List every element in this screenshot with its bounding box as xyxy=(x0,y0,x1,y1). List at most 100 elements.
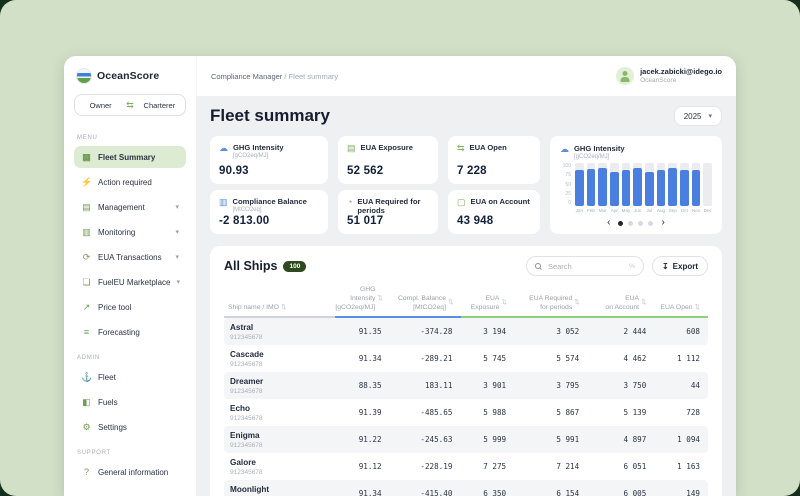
carousel-dot[interactable] xyxy=(618,220,624,226)
page-head: Fleet summary 2025 ▾ xyxy=(210,106,722,126)
column-label-line1: Compl. Balance xyxy=(398,294,446,302)
nav-list: ? General information ▾ xyxy=(74,461,186,483)
eua-open-value: 1 112 xyxy=(677,354,700,364)
carousel-dot[interactable] xyxy=(638,220,644,226)
breadcrumb-current: Fleet summary xyxy=(288,71,339,81)
sidebar-item[interactable]: ⚙ Settings ▾ xyxy=(74,416,186,438)
table-row[interactable]: Moonlight 912345678 91.34 -415.40 6 350 … xyxy=(224,480,708,496)
sort-icon[interactable]: ⇅ xyxy=(574,299,580,307)
column-header[interactable]: Compl. Balance [MtCO2eq] ⇅ xyxy=(390,293,462,319)
compliance-balance-value: -374.28 xyxy=(420,327,453,337)
table-row[interactable]: Cascade 912345678 91.34 -289.21 5 745 5 … xyxy=(224,345,708,372)
column-header[interactable]: GHG Intensity [gCO2eq/MJ] ⇅ xyxy=(335,284,391,319)
search-input[interactable] xyxy=(545,260,625,272)
eua-required-value: 3 052 xyxy=(556,327,580,337)
sidebar-item-label: Forecasting xyxy=(98,327,140,337)
nav-list: ▦ Fleet Summary ▾ ⚡ Action required ▾ ▤ xyxy=(74,146,186,343)
toggle-owner[interactable]: Owner xyxy=(89,100,112,110)
sort-icon[interactable]: ⇅ xyxy=(447,299,454,307)
sidebar-item[interactable]: ▤ Management ▾ xyxy=(74,196,186,218)
table-row[interactable]: Galore 912345678 91.12 -228.19 7 275 7 2… xyxy=(224,453,708,480)
cloud-icon: ☁ xyxy=(219,143,228,153)
sidebar-item[interactable]: ▥ Monitoring ▾ xyxy=(74,221,186,243)
kpi-card: ◔ EUA Required for periods 51 017 xyxy=(337,190,438,234)
cloud-icon: ☁ xyxy=(559,144,569,154)
column-label-line2: [gCO2eq/MJ] xyxy=(335,303,376,311)
sort-icon[interactable]: ⇅ xyxy=(501,299,507,307)
monitoring-icon: ▥ xyxy=(82,226,91,237)
sidebar-item-label: EUA Transactions xyxy=(98,252,162,262)
user-org: OceanScore xyxy=(640,76,677,84)
ghg-intensity-value: 91.35 xyxy=(358,327,382,337)
sort-icon[interactable]: ⇅ xyxy=(281,303,287,311)
kpi-card: ▤ EUA Exposure 52 562 xyxy=(337,136,438,184)
action-required-icon: ⚡ xyxy=(81,176,93,187)
table-row[interactable]: Echo 912345678 91.39 -485.65 5 988 5 867… xyxy=(224,399,708,426)
toggle-charterer[interactable]: Charterer xyxy=(143,100,176,110)
owner-charterer-toggle[interactable]: Owner ⇆ Charterer xyxy=(74,94,186,116)
ship-cell: Galore 912345678 xyxy=(224,458,336,477)
ships-title: All Ships xyxy=(224,259,278,273)
column-header[interactable]: EUA Open ⇅ xyxy=(654,302,709,319)
user-menu[interactable]: jacek.zabicki@idego.io OceanScore xyxy=(616,67,722,85)
chart-unit: [gCO2eq/MJ] xyxy=(573,154,610,161)
next-arrow-icon[interactable]: › xyxy=(661,217,665,228)
eua-exposure-value: 5 988 xyxy=(483,408,507,418)
year-select[interactable]: 2025 ▾ xyxy=(673,106,722,126)
carousel-dot[interactable] xyxy=(628,220,634,226)
ship-name: Echo xyxy=(230,403,251,413)
sidebar-item[interactable]: ↗ Price tool ▾ xyxy=(74,296,186,318)
ship-cell: Echo 912345678 xyxy=(224,404,336,423)
table-row[interactable]: Enigma 912345678 91.22 -245.63 5 999 5 9… xyxy=(224,426,708,454)
table-row[interactable]: Dreamer 912345678 88.35 183.11 3 901 3 7… xyxy=(224,372,708,400)
kpi-card: ▥ Compliance Balance [MtCO2eq] -2 813.00 xyxy=(210,190,328,234)
bar-track xyxy=(610,163,619,206)
year-value: 2025 xyxy=(683,111,702,121)
eua-required-value: 3 795 xyxy=(556,381,580,391)
column-label-line2: [MtCO2eq] xyxy=(413,303,446,311)
column-header[interactable]: EUA on Account ⇅ xyxy=(587,293,655,319)
column-header[interactable]: EUA Exposure ⇅ xyxy=(461,293,516,319)
sidebar-item[interactable]: ⚓ Fleet ▾ xyxy=(74,366,186,388)
export-button[interactable]: ↧ Export xyxy=(651,256,708,276)
sidebar-item[interactable]: ? General information ▾ xyxy=(74,461,186,483)
month-label: Oct xyxy=(680,208,688,213)
compliance-balance-value: -485.65 xyxy=(420,408,453,418)
table-header: Ship name / IMO ⇅ GHG Intensity [g xyxy=(224,284,709,319)
sidebar-item[interactable]: ⚡ Action required ▾ xyxy=(74,171,186,193)
carousel-dot[interactable] xyxy=(648,220,654,226)
sidebar-item[interactable]: ▦ Fleet Summary ▾ xyxy=(74,146,186,168)
bar-fill xyxy=(633,168,643,206)
management-icon: ▤ xyxy=(82,201,91,212)
sidebar-item[interactable]: ◧ Fuels ▾ xyxy=(74,391,186,413)
app-window: OceanScore Owner ⇆ Charterer MENU ▦ Flee… xyxy=(64,56,736,496)
nav-section-label: MENU xyxy=(77,135,98,141)
nav-group-menu: MENU ▦ Fleet Summary ▾ ⚡ Action required xyxy=(74,126,186,346)
bar: Jul xyxy=(645,163,654,215)
kpi-label: EUA Exposure xyxy=(360,143,413,152)
table-row[interactable]: Astral 912345678 91.35 -374.28 3 194 3 0… xyxy=(224,318,708,346)
sort-icon[interactable]: ⇅ xyxy=(694,303,700,311)
column-label-line1: Ship name / IMO xyxy=(228,303,279,311)
sidebar-item[interactable]: ≡ Forecasting ▾ xyxy=(74,321,186,343)
ghg-intensity-value: 91.39 xyxy=(358,408,382,418)
month-label: Jun xyxy=(633,208,642,213)
compliance-balance-value: -289.21 xyxy=(420,354,453,364)
prev-arrow-icon[interactable]: ‹ xyxy=(607,217,611,228)
column-header[interactable]: Ship name / IMO ⇅ xyxy=(224,302,336,319)
sidebar-item[interactable]: ❏ FuelEU Marketplace ▾ xyxy=(74,271,186,293)
sort-icon[interactable]: ⇅ xyxy=(377,295,383,303)
sort-icon[interactable]: ⇅ xyxy=(641,299,647,307)
eua-on-account-value: 5 139 xyxy=(623,408,647,418)
column-header[interactable]: EUA Required for periods ⇅ xyxy=(514,293,588,319)
sidebar-item[interactable]: ⟳ EUA Transactions ▾ xyxy=(74,246,186,268)
breadcrumb-parent[interactable]: Compliance Manager xyxy=(211,71,283,81)
y-tick-label: 0 xyxy=(568,199,571,206)
ghg-intensity-value: 91.22 xyxy=(358,435,382,445)
kpi-value: 7 228 xyxy=(456,165,487,177)
compliance-balance-value: -415.40 xyxy=(420,489,453,496)
bar-track xyxy=(656,163,666,206)
chevron-down-icon: ▾ xyxy=(175,204,179,211)
ship-imo: 912345678 xyxy=(230,441,263,449)
